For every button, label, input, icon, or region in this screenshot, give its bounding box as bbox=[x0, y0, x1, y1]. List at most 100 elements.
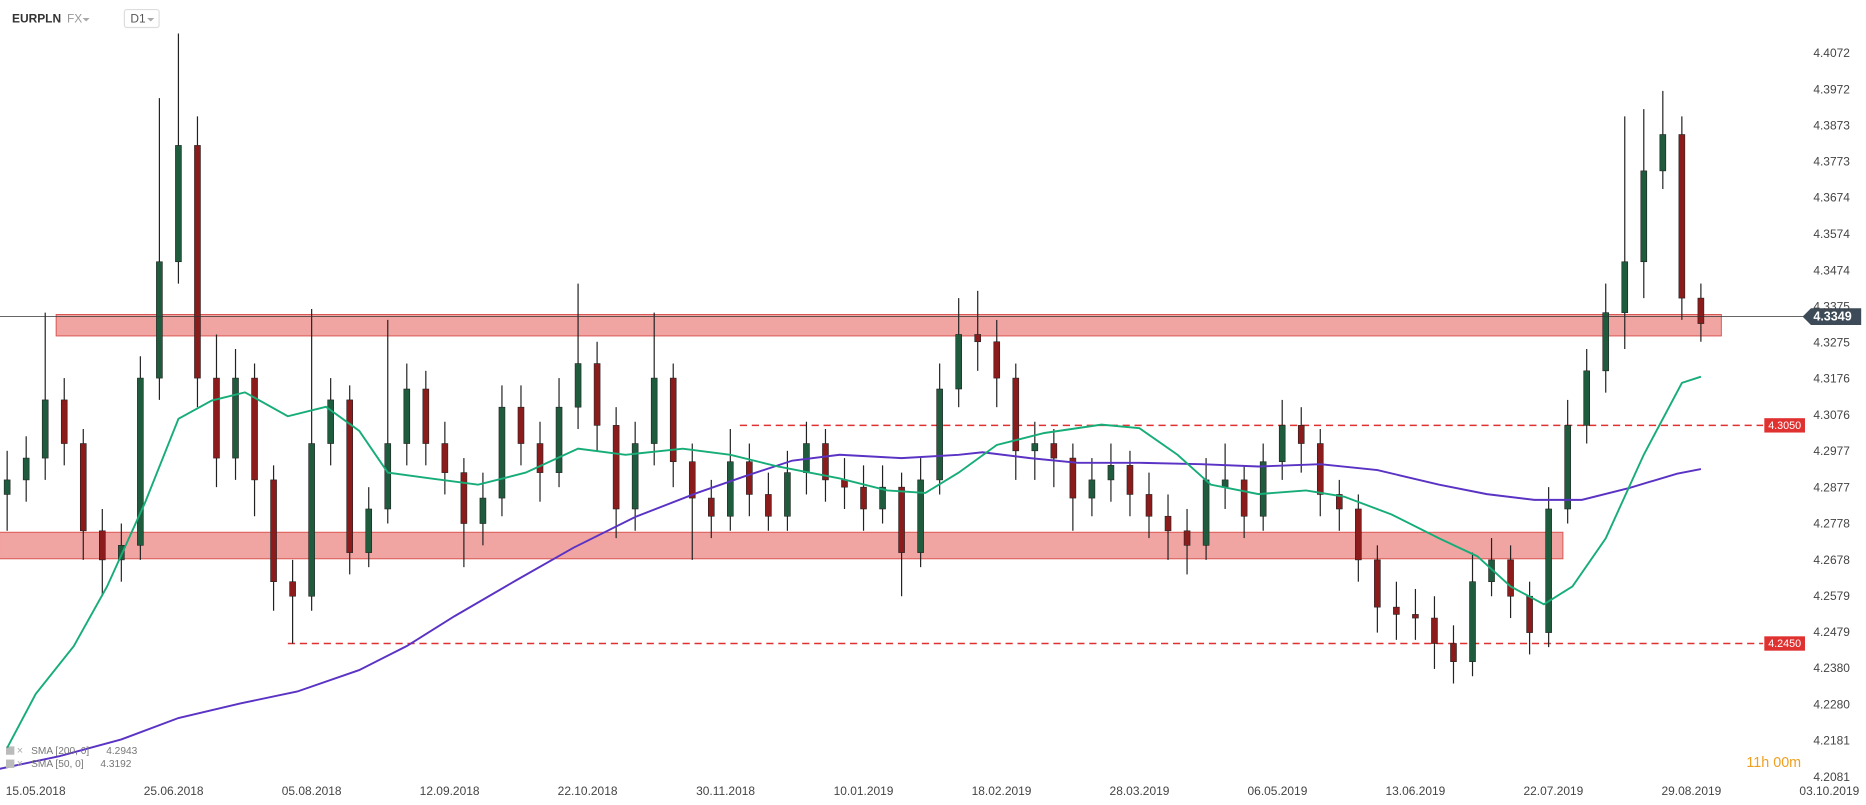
y-tick-label: 4.3972 bbox=[1813, 82, 1850, 96]
market[interactable]: FX bbox=[67, 11, 82, 25]
x-tick-label: 15.05.2018 bbox=[6, 784, 66, 798]
y-tick-label: 4.2181 bbox=[1813, 733, 1850, 747]
y-tick-label: 4.2678 bbox=[1813, 553, 1850, 567]
candle-body bbox=[1450, 643, 1457, 662]
candle-body bbox=[727, 461, 734, 517]
candle-body bbox=[1336, 494, 1343, 510]
candle-body bbox=[479, 497, 487, 524]
candle-body bbox=[1659, 134, 1667, 172]
candle-body bbox=[1507, 559, 1514, 597]
candle-body bbox=[688, 461, 696, 499]
candle-body bbox=[1621, 261, 1629, 313]
legend-icon bbox=[5, 746, 15, 755]
candle-body bbox=[79, 443, 87, 532]
candle-body bbox=[1564, 425, 1571, 510]
interval[interactable]: D1 bbox=[130, 11, 146, 25]
x-tick-label: 25.06.2018 bbox=[144, 784, 204, 798]
candle-body bbox=[860, 486, 867, 510]
y-tick-label: 4.3076 bbox=[1813, 408, 1850, 422]
candle-body bbox=[118, 545, 125, 561]
candle-body bbox=[1469, 581, 1476, 662]
y-tick-label: 4.4072 bbox=[1813, 46, 1850, 60]
candle-body bbox=[1107, 465, 1115, 481]
candle-body bbox=[1297, 425, 1305, 444]
candle-body bbox=[1088, 479, 1096, 499]
interval-box[interactable] bbox=[123, 8, 160, 29]
candle-body bbox=[232, 377, 239, 459]
x-tick-label: 03.10.2019 bbox=[1799, 784, 1859, 798]
x-tick-label: 06.05.2019 bbox=[1248, 784, 1308, 798]
candle-body bbox=[746, 461, 753, 495]
candle-body bbox=[1183, 530, 1191, 546]
candle-body bbox=[650, 377, 658, 444]
candle-body bbox=[156, 261, 163, 379]
candle-body bbox=[1374, 559, 1381, 608]
candle-body bbox=[707, 497, 715, 517]
candle-body bbox=[251, 377, 258, 481]
candle-body bbox=[99, 530, 106, 561]
legend-value: 4.3192 bbox=[100, 759, 131, 770]
legend-icon bbox=[5, 759, 15, 768]
countdown: 11h 00m bbox=[1746, 755, 1801, 771]
legend-name: SMA [200, 0] bbox=[31, 746, 89, 757]
y-tick-label: 4.3275 bbox=[1813, 336, 1850, 350]
last-price-badge bbox=[1802, 308, 1862, 326]
y-tick-label: 4.2081 bbox=[1813, 770, 1850, 784]
candle-body bbox=[517, 406, 525, 444]
y-tick-label: 4.3674 bbox=[1813, 191, 1850, 205]
y-tick-label: 4.3873 bbox=[1813, 118, 1850, 132]
candle-body bbox=[194, 145, 201, 379]
candle-body bbox=[1316, 443, 1324, 495]
sma-line bbox=[6, 375, 1702, 749]
y-tick-label: 4.2977 bbox=[1813, 444, 1850, 458]
candle-body bbox=[1069, 457, 1077, 499]
last-price-label: 4.3349 bbox=[1813, 310, 1851, 324]
candle-body bbox=[1640, 170, 1648, 263]
candle-body bbox=[403, 388, 411, 444]
x-tick-label: 28.03.2019 bbox=[1110, 784, 1170, 798]
candle-body bbox=[1583, 370, 1590, 426]
x-tick-label: 13.06.2019 bbox=[1386, 784, 1446, 798]
candle-body bbox=[308, 443, 315, 597]
candle-body bbox=[346, 399, 353, 553]
candle-body bbox=[1393, 606, 1400, 615]
candle-body bbox=[593, 363, 601, 426]
candle-body bbox=[460, 472, 468, 524]
candle-body bbox=[1278, 425, 1286, 463]
candle-body bbox=[41, 399, 49, 459]
candle-body bbox=[441, 443, 449, 473]
candle-body bbox=[60, 399, 68, 444]
candle-body bbox=[1545, 508, 1552, 633]
candle-body bbox=[1678, 134, 1686, 299]
candle-body bbox=[822, 443, 829, 481]
candle-body bbox=[289, 581, 296, 597]
candle-body bbox=[422, 388, 430, 444]
candle-body bbox=[955, 334, 962, 390]
x-tick-label: 30.11.2018 bbox=[696, 784, 755, 798]
candle-body bbox=[784, 472, 791, 517]
candle-body bbox=[270, 479, 277, 582]
candle-body bbox=[917, 479, 924, 553]
candle-body bbox=[765, 494, 772, 517]
y-tick-label: 4.3474 bbox=[1813, 263, 1850, 277]
candle-body bbox=[993, 341, 1001, 379]
y-tick-label: 4.3773 bbox=[1813, 155, 1850, 169]
x-tick-label: 18.02.2019 bbox=[972, 784, 1032, 798]
y-tick-label: 4.3176 bbox=[1813, 372, 1850, 386]
candle-body bbox=[1259, 461, 1267, 517]
level-badge bbox=[1764, 636, 1805, 651]
candle-body bbox=[1145, 494, 1153, 517]
candle-body bbox=[1012, 377, 1020, 452]
candle-body bbox=[365, 508, 373, 553]
candle-body bbox=[1202, 479, 1210, 546]
y-tick-label: 4.3574 bbox=[1813, 227, 1850, 241]
symbol[interactable]: EURPLN bbox=[12, 11, 61, 25]
candle-body bbox=[175, 145, 182, 263]
legend-close: × bbox=[17, 758, 23, 770]
x-tick-label: 12.09.2018 bbox=[420, 784, 480, 798]
candle-body bbox=[3, 479, 11, 495]
candle-body bbox=[1355, 508, 1362, 561]
candle-body bbox=[631, 443, 639, 510]
